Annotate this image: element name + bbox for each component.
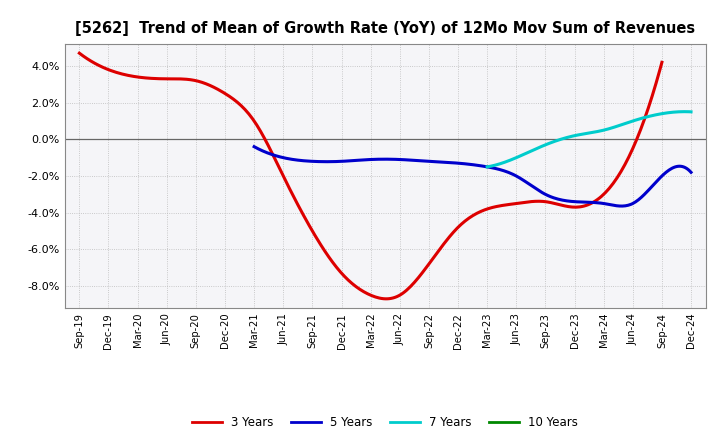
Title: [5262]  Trend of Mean of Growth Rate (YoY) of 12Mo Mov Sum of Revenues: [5262] Trend of Mean of Growth Rate (YoY… [75, 21, 696, 36]
Legend: 3 Years, 5 Years, 7 Years, 10 Years: 3 Years, 5 Years, 7 Years, 10 Years [187, 412, 583, 434]
